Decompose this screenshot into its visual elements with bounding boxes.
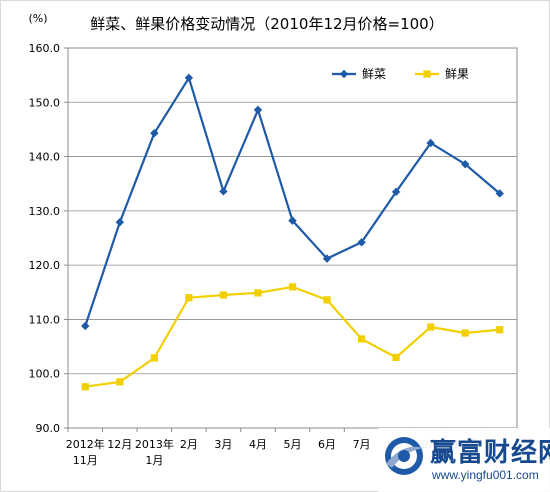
legend-label: 鲜果 — [445, 67, 469, 81]
x-tick-label: 11月 — [73, 454, 98, 467]
data-point — [219, 291, 228, 299]
data-point — [288, 216, 297, 225]
globe-swoosh-icon — [385, 437, 424, 475]
x-tick-label: 2013年 — [135, 437, 174, 451]
data-point — [391, 187, 401, 197]
y-tick-label: 100.0 — [29, 368, 61, 381]
x-tick-label: 4月 — [249, 438, 267, 451]
y-tick-label: 160.0 — [29, 42, 61, 55]
legend-swatch-marker — [423, 70, 431, 78]
data-point — [427, 323, 435, 331]
legend-item: 鲜菜 — [332, 67, 386, 81]
data-point — [253, 105, 263, 115]
x-tick-label: 2012年 — [66, 437, 105, 451]
data-point — [219, 187, 228, 196]
x-tick-label: 3月 — [214, 438, 232, 451]
gridlines — [68, 101, 517, 375]
data-point — [357, 238, 366, 247]
series-1 — [81, 73, 504, 331]
plot-area — [67, 47, 518, 429]
data-point — [150, 129, 159, 138]
data-point — [460, 159, 470, 169]
data-point — [495, 189, 504, 198]
data-point — [81, 321, 90, 331]
x-tick-label: 5月 — [284, 438, 302, 451]
chart-title: 鲜菜、鲜果价格变动情况（2010年12月价格=100） — [90, 15, 443, 33]
legend-label: 鲜菜 — [362, 67, 386, 81]
x-tick-label: 1月 — [145, 454, 163, 467]
x-tick-label: 6月 — [318, 438, 336, 451]
data-point — [496, 326, 504, 334]
legend-swatch-marker — [339, 69, 349, 79]
data-point — [81, 383, 89, 391]
series-layer — [81, 73, 504, 391]
data-point — [115, 218, 125, 227]
y-tick-label: 150.0 — [29, 96, 61, 109]
data-point — [150, 354, 158, 362]
data-point — [185, 294, 193, 302]
y-tick-label: 90.0 — [36, 422, 61, 435]
data-point — [254, 289, 262, 297]
data-point — [392, 353, 400, 362]
watermark-site-name: 赢富财经网 — [430, 438, 550, 468]
y-tick-label: 110.0 — [29, 313, 61, 326]
data-point — [288, 283, 297, 291]
data-point — [322, 254, 332, 263]
y-tick-label: 140.0 — [29, 151, 61, 164]
series-2 — [81, 283, 504, 391]
y-axis: 90.0 100.0 110.0 120.0 130.0 140.0 150.0 160.0 — [29, 42, 68, 435]
data-point — [426, 138, 435, 148]
data-point — [323, 296, 331, 304]
series-line — [85, 285, 500, 388]
legend-item: 鲜果 — [415, 67, 469, 81]
y-tick-label: 130.0 — [29, 205, 61, 218]
x-tick-label: 2月 — [180, 438, 198, 451]
data-point — [461, 329, 469, 337]
legend: 鲜菜 鲜果 — [332, 67, 469, 81]
watermark-url: www.yingfu001.com — [432, 468, 539, 482]
data-point — [116, 378, 124, 386]
x-tick-label: 12月 — [107, 438, 132, 451]
x-tick-label: 7月 — [353, 438, 371, 451]
data-point — [184, 73, 194, 83]
y-tick-label: 120.0 — [29, 259, 61, 272]
y-axis-unit: (%) — [28, 12, 47, 25]
data-point — [357, 335, 366, 343]
watermark: 赢富财经网 www.yingfu001.com — [378, 428, 550, 492]
